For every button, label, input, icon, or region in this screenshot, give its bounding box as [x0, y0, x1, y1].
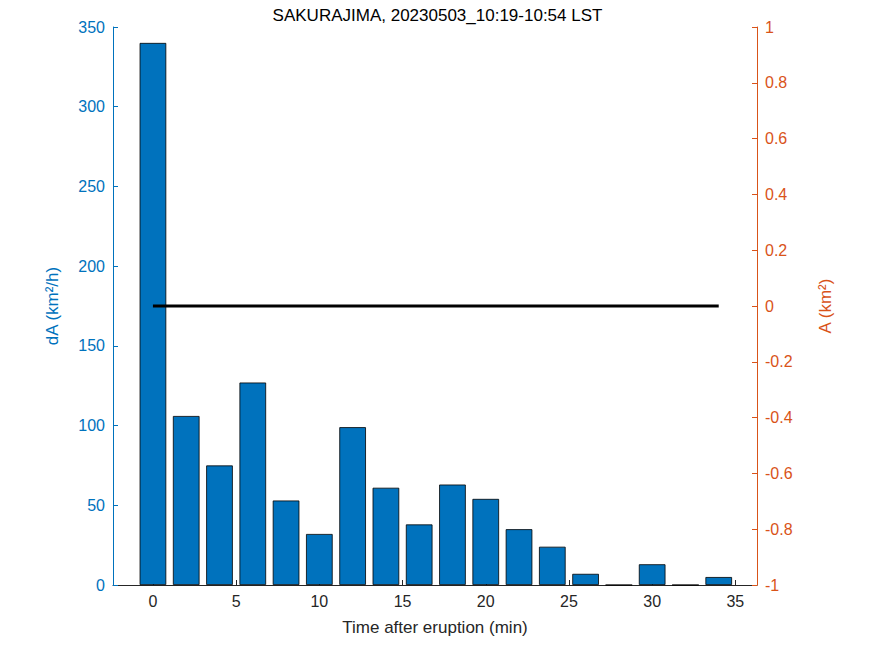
svg-text:-0.8: -0.8 — [765, 521, 793, 538]
svg-text:0.2: 0.2 — [765, 242, 787, 259]
svg-text:0.4: 0.4 — [765, 186, 787, 203]
svg-text:5: 5 — [232, 593, 241, 610]
svg-text:-0.6: -0.6 — [765, 465, 793, 482]
svg-text:1: 1 — [765, 19, 774, 36]
svg-text:35: 35 — [726, 593, 744, 610]
svg-text:-1: -1 — [765, 577, 779, 594]
svg-text:-0.2: -0.2 — [765, 353, 793, 370]
svg-text:100: 100 — [78, 417, 105, 434]
svg-text:250: 250 — [78, 178, 105, 195]
svg-text:0.6: 0.6 — [765, 130, 787, 147]
svg-text:0: 0 — [148, 593, 157, 610]
svg-text:Time after eruption (min): Time after eruption (min) — [342, 618, 527, 637]
svg-text:30: 30 — [643, 593, 661, 610]
svg-text:0.8: 0.8 — [765, 74, 787, 91]
svg-text:20: 20 — [477, 593, 495, 610]
svg-text:-0.4: -0.4 — [765, 409, 793, 426]
svg-text:A (km²): A (km²) — [816, 279, 835, 334]
svg-text:0: 0 — [765, 298, 774, 315]
svg-text:150: 150 — [78, 337, 105, 354]
svg-text:300: 300 — [78, 98, 105, 115]
svg-text:0: 0 — [96, 577, 105, 594]
svg-text:10: 10 — [310, 593, 328, 610]
svg-text:200: 200 — [78, 258, 105, 275]
svg-text:25: 25 — [560, 593, 578, 610]
svg-text:50: 50 — [87, 497, 105, 514]
svg-text:SAKURAJIMA, 20230503_10:19-10:: SAKURAJIMA, 20230503_10:19-10:54 LST — [273, 6, 603, 25]
svg-text:15: 15 — [394, 593, 412, 610]
svg-text:dA (km²/h): dA (km²/h) — [43, 267, 62, 345]
svg-text:350: 350 — [78, 19, 105, 36]
